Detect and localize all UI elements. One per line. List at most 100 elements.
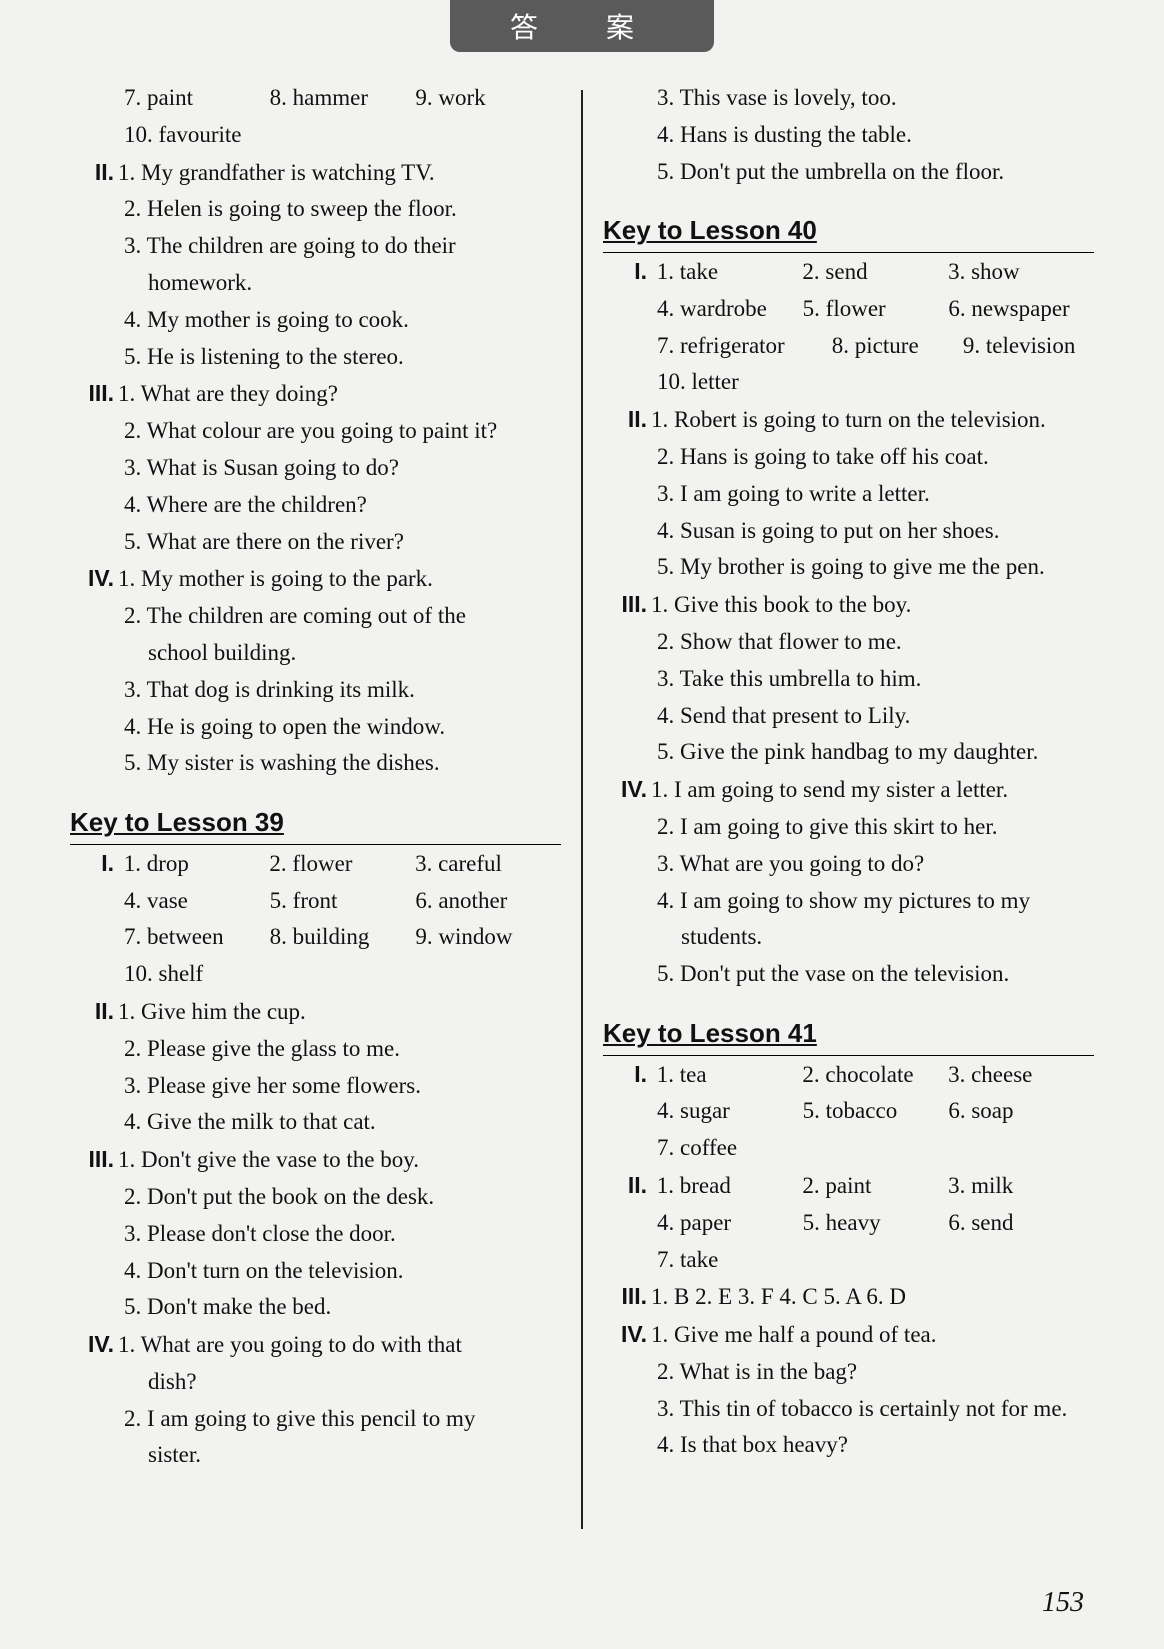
roman-label: II. <box>603 1167 647 1204</box>
answer-line: 1. Don't give the vase to the boy. <box>118 1147 419 1172</box>
page: 7. paint 8. hammer 9. work 10. favourite… <box>0 0 1164 1649</box>
answer-line: 1. Give me half a pound of tea. <box>651 1322 937 1347</box>
vocab-item: 7. take <box>603 1242 1094 1279</box>
lesson-title: Key to Lesson 40 <box>603 210 1094 253</box>
lesson-title: Key to Lesson 41 <box>603 1013 1094 1056</box>
vocab-item: 9. window <box>415 919 561 956</box>
answer-line: 3. Please don't close the door. <box>70 1216 561 1253</box>
answer-line: 1. My grandfather is watching TV. <box>118 160 435 185</box>
answer-line: school building. <box>70 635 561 672</box>
answer-line: 4. Where are the children? <box>70 487 561 524</box>
answer-line: 1. What are you going to do with that <box>118 1332 462 1357</box>
section-II: II.1. Give him the cup. <box>70 993 561 1031</box>
page-number: 153 <box>1042 1587 1084 1619</box>
roman-label: IV. <box>70 1326 114 1363</box>
roman-label: I. <box>70 845 114 882</box>
section-IV: IV.1. Give me half a pound of tea. <box>603 1316 1094 1354</box>
right-column: 3. This vase is lovely, too. 4. Hans is … <box>583 80 1114 1609</box>
vocab-row: 4. sugar 5. tobacco 6. soap <box>603 1093 1094 1130</box>
vocab-item: 9. work <box>415 80 561 117</box>
answer-line: 2. I am going to give this skirt to her. <box>603 809 1094 846</box>
vocab-item: 5. flower <box>803 291 949 328</box>
answer-line: 3. The children are going to do their <box>70 228 561 265</box>
answer-line: 2. What is in the bag? <box>603 1354 1094 1391</box>
vocab-item: 7. between <box>124 919 270 956</box>
section-IV: IV.1. My mother is going to the park. <box>70 560 561 598</box>
vocab-item: 10. letter <box>603 364 1094 401</box>
answer-line: 2. Show that flower to me. <box>603 624 1094 661</box>
vocab-item: 6. soap <box>948 1093 1094 1130</box>
section-IV: IV.1. I am going to send my sister a let… <box>603 771 1094 809</box>
vocab-item: 8. building <box>270 919 416 956</box>
roman-label: I. <box>603 253 647 290</box>
answer-line: 2. What colour are you going to paint it… <box>70 413 561 450</box>
section-II: II.1. Robert is going to turn on the tel… <box>603 401 1094 439</box>
vocab-item: 2. send <box>802 254 948 291</box>
section-I: I. 1. drop 2. flower 3. careful <box>70 845 561 883</box>
answer-line: 1. Give him the cup. <box>118 999 306 1024</box>
vocab-item: 6. send <box>948 1205 1094 1242</box>
answer-line: 3. I am going to write a letter. <box>603 476 1094 513</box>
vocab-item: 3. careful <box>415 846 561 883</box>
roman-label: II. <box>603 401 647 438</box>
roman-label: IV. <box>70 560 114 597</box>
answer-line: 4. My mother is going to cook. <box>70 302 561 339</box>
answer-line: 2. Helen is going to sweep the floor. <box>70 191 561 228</box>
answer-line: 4. I am going to show my pictures to my <box>603 883 1094 920</box>
answer-line: homework. <box>70 265 561 302</box>
answer-line: 3. This vase is lovely, too. <box>603 80 1094 117</box>
vocab-item: 7. paint <box>124 80 270 117</box>
roman-label: II. <box>70 993 114 1030</box>
answer-line: 2. I am going to give this pencil to my <box>70 1401 561 1438</box>
answer-line: 4. Susan is going to put on her shoes. <box>603 513 1094 550</box>
vocab-item: 5. tobacco <box>803 1093 949 1130</box>
vocab-item: 4. vase <box>124 883 270 920</box>
answer-line: dish? <box>70 1364 561 1401</box>
answer-line: 4. He is going to open the window. <box>70 709 561 746</box>
roman-label: III. <box>70 1141 114 1178</box>
answer-line: students. <box>603 919 1094 956</box>
section-II: II. 1. bread 2. paint 3. milk <box>603 1167 1094 1205</box>
answer-line: 5. What are there on the river? <box>70 524 561 561</box>
answer-line: 1. Give this book to the boy. <box>651 592 911 617</box>
answer-line: 3. What is Susan going to do? <box>70 450 561 487</box>
left-column: 7. paint 8. hammer 9. work 10. favourite… <box>50 80 581 1609</box>
answer-line: 2. Please give the glass to me. <box>70 1031 561 1068</box>
vocab-item: 1. drop <box>124 846 270 883</box>
vocab-row: 4. paper 5. heavy 6. send <box>603 1205 1094 1242</box>
roman-label: IV. <box>603 771 647 808</box>
vocab-item: 3. cheese <box>948 1057 1094 1094</box>
vocab-item: 2. flower <box>269 846 415 883</box>
vocab-item: 2. chocolate <box>802 1057 948 1094</box>
roman-label: III. <box>603 1278 647 1315</box>
vocab-row: 4. vase 5. front 6. another <box>70 883 561 920</box>
answer-line: 5. My brother is going to give me the pe… <box>603 549 1094 586</box>
answer-line: 4. Don't turn on the television. <box>70 1253 561 1290</box>
section-III: III.1. Don't give the vase to the boy. <box>70 1141 561 1179</box>
answer-line: sister. <box>70 1437 561 1474</box>
vocab-row: 7. refrigerator 8. picture 9. television <box>603 328 1094 365</box>
answer-line: 4. Is that box heavy? <box>603 1427 1094 1464</box>
answer-line: 4. Hans is dusting the table. <box>603 117 1094 154</box>
vocab-item: 1. tea <box>657 1057 803 1094</box>
vocab-item: 5. heavy <box>803 1205 949 1242</box>
vocab-item: 2. paint <box>802 1168 948 1205</box>
vocab-row: 7. between 8. building 9. window <box>70 919 561 956</box>
vocab-row: 7. paint 8. hammer 9. work <box>70 80 561 117</box>
roman-label: III. <box>603 586 647 623</box>
answer-line: 2. Don't put the book on the desk. <box>70 1179 561 1216</box>
section-III: III.1. B 2. E 3. F 4. C 5. A 6. D <box>603 1278 1094 1316</box>
vocab-item: 8. picture <box>832 328 963 365</box>
answer-line: 3. What are you going to do? <box>603 846 1094 883</box>
vocab-row: 4. wardrobe 5. flower 6. newspaper <box>603 291 1094 328</box>
vocab-item: 5. front <box>270 883 416 920</box>
answer-line: 4. Give the milk to that cat. <box>70 1104 561 1141</box>
answer-line: 1. B 2. E 3. F 4. C 5. A 6. D <box>651 1284 906 1309</box>
section-I: I. 1. tea 2. chocolate 3. cheese <box>603 1056 1094 1094</box>
answer-line: 2. The children are coming out of the <box>70 598 561 635</box>
vocab-item: 1. take <box>657 254 803 291</box>
answer-line: 1. My mother is going to the park. <box>118 566 433 591</box>
section-II: II.1. My grandfather is watching TV. <box>70 154 561 192</box>
vocab-item: 6. newspaper <box>948 291 1094 328</box>
answer-line: 5. Don't put the umbrella on the floor. <box>603 154 1094 191</box>
